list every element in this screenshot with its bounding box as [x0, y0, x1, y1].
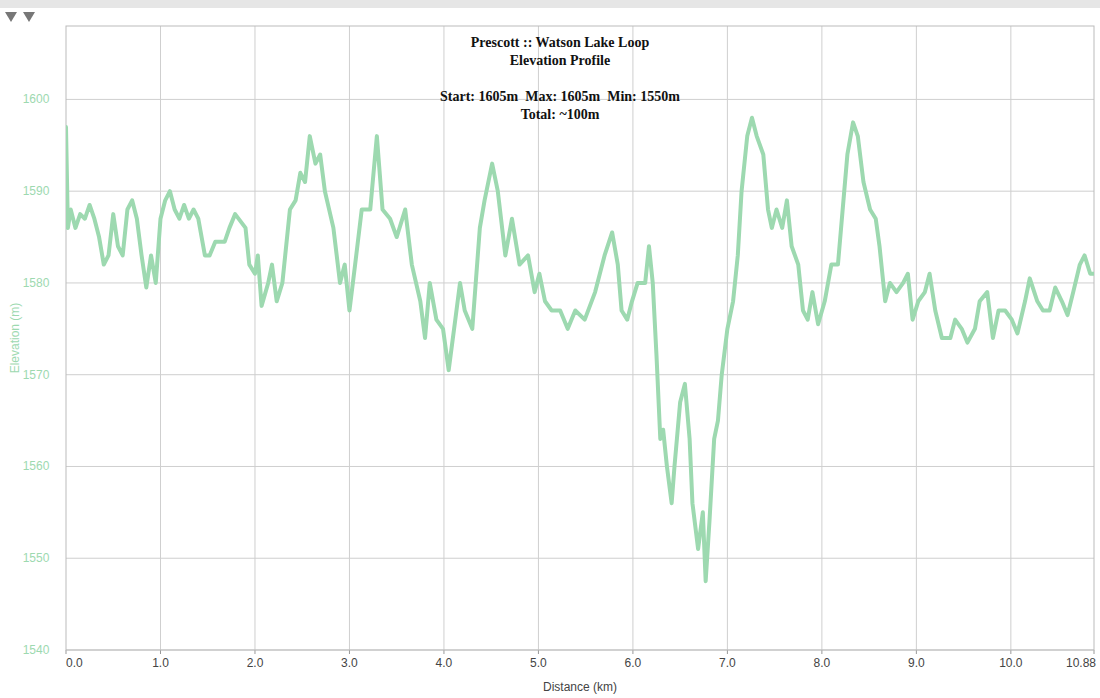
- y-tick-label: 1590: [23, 184, 50, 198]
- tick-mark: [160, 650, 161, 654]
- tick-mark: [632, 650, 633, 654]
- grid-line: [66, 558, 1094, 559]
- grid-line: [1010, 26, 1011, 650]
- x-tick-label: 9.0: [908, 656, 925, 670]
- x-tick-label: 10.0: [999, 656, 1023, 670]
- grid-line: [349, 26, 350, 650]
- tick-mark: [727, 650, 728, 654]
- chart: 1540 1550 1560 1570 1580 1590 1600 0.0 1.0 2.0 3.0…: [0, 0, 1100, 698]
- grid-line: [821, 26, 822, 650]
- toolbar-icon: [5, 12, 17, 22]
- annotation: Start: 1605m Max: 1605m Min: 1550m: [440, 89, 680, 104]
- toolbar-icon: [23, 12, 35, 22]
- x-axis-label: Distance (km): [543, 680, 617, 694]
- x-tick-label: 6.0: [625, 656, 642, 670]
- grid-line: [66, 191, 1094, 192]
- tick-mark: [538, 650, 539, 654]
- y-axis-label: Elevation (m): [8, 303, 22, 374]
- elevation-line: [66, 118, 1094, 581]
- x-tick-label: 7.0: [719, 656, 736, 670]
- tick-mark: [916, 650, 917, 654]
- y-tick-label: 1580: [23, 276, 50, 290]
- y-tick-label: 1570: [23, 368, 50, 382]
- plot-area: [66, 118, 1094, 581]
- subtitle: Elevation Profile: [510, 53, 610, 68]
- x-tick-label: 2.0: [247, 656, 264, 670]
- grid-line: [916, 26, 917, 650]
- grid-line: [632, 26, 633, 650]
- x-tick-label: 10.88: [1066, 656, 1096, 670]
- grid-line: [66, 282, 1094, 283]
- tick-mark: [443, 650, 444, 654]
- y-tick-label: 1540: [23, 643, 50, 657]
- x-tick-label: 4.0: [436, 656, 453, 670]
- y-tick-label: 1600: [23, 92, 50, 106]
- plot-frame: [66, 26, 1094, 650]
- tick-mark: [1094, 650, 1095, 654]
- grid-line: [66, 466, 1094, 467]
- annotation: Total: ~100m: [521, 107, 600, 122]
- tick-mark: [254, 650, 255, 654]
- tick-mark: [349, 650, 350, 654]
- y-tick-label: 1550: [23, 551, 50, 565]
- grid-line: [160, 26, 161, 650]
- y-tick-label: 1560: [23, 459, 50, 473]
- x-tick-label: 5.0: [530, 656, 547, 670]
- x-tick-label: 8.0: [814, 656, 831, 670]
- tick-mark: [66, 650, 67, 654]
- title: Prescott :: Watson Lake Loop: [471, 35, 650, 50]
- background: [0, 0, 1100, 698]
- tick-mark: [821, 650, 822, 654]
- grid-line: [254, 26, 255, 650]
- tick-mark: [1010, 650, 1011, 654]
- toolbar: [0, 0, 1100, 8]
- x-tick-label: 3.0: [341, 656, 358, 670]
- grid-line: [66, 374, 1094, 375]
- x-tick-label: 0.0: [66, 656, 83, 670]
- x-tick-label: 1.0: [152, 656, 169, 670]
